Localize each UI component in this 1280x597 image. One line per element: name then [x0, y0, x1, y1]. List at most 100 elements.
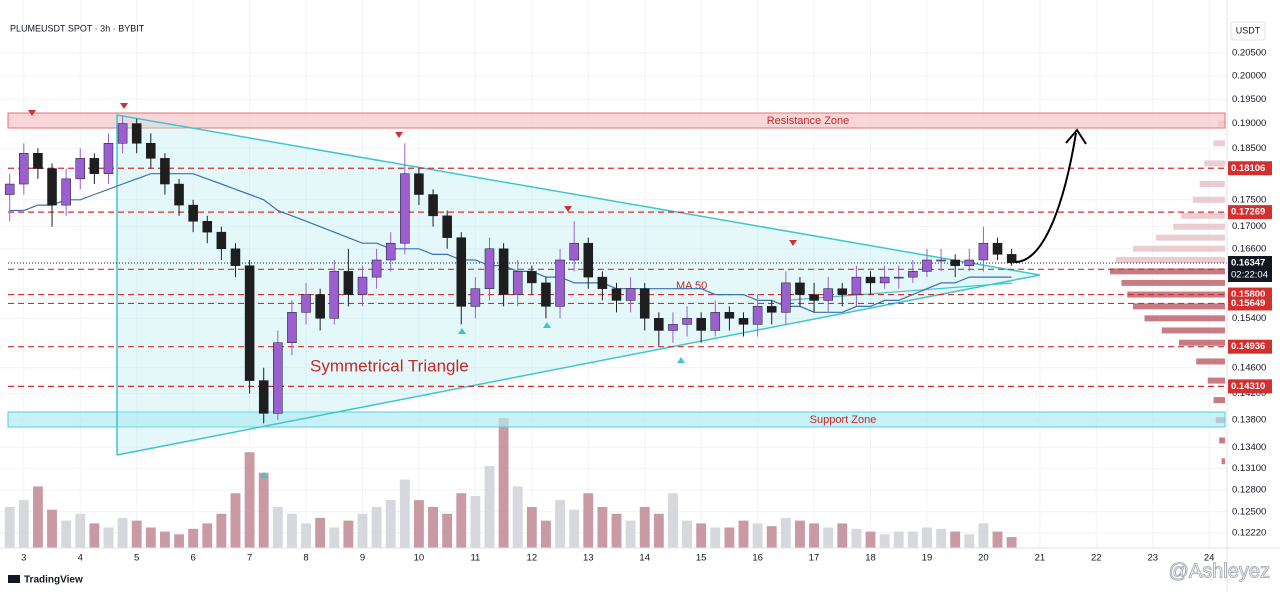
volume-bar — [4, 506, 15, 548]
candle-body — [19, 153, 29, 185]
x-tick-label: 6 — [190, 553, 195, 564]
volume-bar — [555, 500, 565, 548]
volume-bar — [498, 418, 509, 548]
candle-body — [527, 271, 537, 284]
volume-bar — [724, 527, 735, 548]
profile-bar — [1144, 315, 1225, 322]
level-label-box — [1228, 379, 1272, 394]
candle-body — [541, 282, 551, 307]
candle-body — [61, 178, 71, 206]
x-tick-label: 13 — [583, 553, 594, 564]
candle-body — [512, 271, 523, 295]
volume-bar — [936, 528, 947, 548]
pattern-label: Symmetrical Triangle — [310, 356, 469, 375]
volume-bar — [131, 520, 142, 548]
level-label-box — [1228, 296, 1272, 311]
volume-bar — [159, 531, 170, 548]
candle-body — [978, 242, 989, 261]
candle-body — [936, 259, 946, 262]
candles — [4, 116, 1017, 424]
x-tick-label: 9 — [360, 553, 365, 564]
pivot-high-markers — [28, 103, 797, 246]
candle-body — [823, 288, 833, 301]
candle-body — [597, 276, 608, 289]
x-tick-label: 8 — [303, 553, 308, 564]
volume-bar — [315, 517, 326, 548]
chart-title: PLUMEUSDT SPOT · 3h · BYBIT — [10, 23, 145, 33]
volume-bar — [907, 531, 918, 548]
candle-body — [456, 237, 467, 307]
candle-body — [766, 306, 777, 313]
volume-bar — [484, 465, 495, 548]
volume-bar — [301, 523, 311, 548]
y-tick-label: 0.12500 — [1232, 506, 1266, 517]
profile-bar — [1204, 160, 1225, 167]
volume-bar — [103, 527, 114, 548]
volume-bar — [964, 534, 975, 548]
candle-body — [414, 173, 424, 195]
profile-bar — [1213, 140, 1225, 147]
candle-body — [611, 288, 622, 301]
level-label: 0.14310 — [1231, 381, 1265, 392]
y-tick-label: 0.15400 — [1232, 313, 1266, 324]
candle-body — [103, 143, 114, 174]
candle-body — [893, 276, 904, 279]
brand-logo — [8, 575, 20, 583]
candle-body — [498, 248, 509, 295]
volume-bar — [413, 500, 424, 548]
y-tick-label: 0.16600 — [1232, 243, 1266, 254]
volume-bar — [696, 523, 707, 548]
y-tick-label: 0.19000 — [1232, 118, 1266, 129]
profile-bar — [1219, 437, 1225, 444]
y-tick-label: 0.13100 — [1232, 463, 1266, 474]
levels — [8, 167, 1227, 387]
candle-body — [385, 242, 396, 261]
candle-body — [724, 312, 735, 319]
y-tick-label: 0.13800 — [1232, 415, 1266, 426]
candle-body — [146, 143, 156, 159]
candle-body — [33, 153, 43, 169]
triangle-fill — [117, 115, 1040, 455]
volume-bar — [639, 506, 650, 548]
watermark: @Ashleyez — [1169, 560, 1270, 582]
profile-bar — [1196, 358, 1225, 365]
volume-bar — [569, 509, 580, 548]
volume-bar — [244, 452, 255, 548]
candle-body — [188, 204, 198, 222]
marker-up — [677, 357, 685, 363]
candle-body — [315, 294, 325, 319]
candle-body — [484, 248, 495, 289]
profile-bar — [1213, 397, 1225, 404]
candle-body — [851, 276, 862, 295]
triangle-outline — [116, 114, 1041, 456]
candle-body — [639, 288, 650, 319]
profile-bar — [1133, 303, 1225, 310]
y-tick-label: 0.14600 — [1232, 362, 1266, 373]
x-tick-label: 16 — [752, 553, 763, 564]
marker-up — [543, 322, 551, 328]
x-tick-label: 10 — [414, 553, 425, 564]
volume-bar — [541, 520, 551, 548]
candle-body — [273, 342, 283, 414]
profile-bar — [1173, 223, 1225, 230]
y-tick-label: 0.17500 — [1232, 194, 1266, 205]
candle-body — [4, 183, 15, 195]
candle-body — [174, 183, 184, 206]
volume-bar — [823, 527, 834, 548]
candle-body — [216, 231, 227, 250]
volume-bar — [89, 523, 100, 548]
candle-body — [1006, 254, 1017, 264]
level-label-box — [1228, 339, 1272, 354]
volume-bar — [780, 517, 791, 548]
volume-bar — [272, 506, 283, 548]
candle-body — [752, 306, 763, 325]
profile-bar — [1156, 234, 1225, 241]
marker-down — [120, 103, 128, 109]
volume-bar — [837, 523, 848, 548]
candle-body — [710, 312, 721, 331]
ma-layer — [9, 173, 1012, 313]
volume-bar — [653, 513, 664, 548]
x-tick-label: 22 — [1091, 553, 1102, 564]
level-label: 0.18106 — [1231, 163, 1265, 174]
candle-body — [244, 265, 255, 381]
